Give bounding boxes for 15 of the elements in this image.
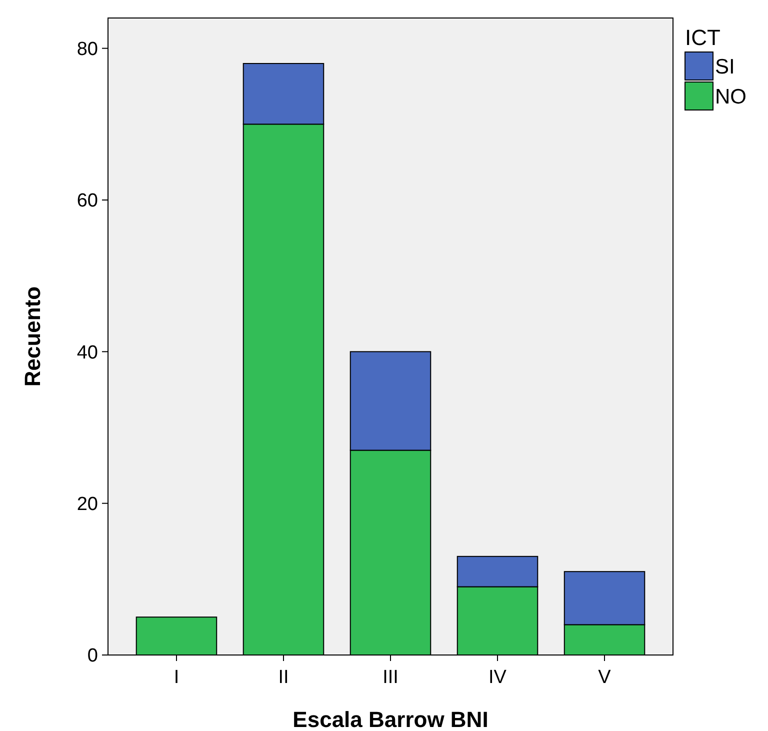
x-tick-label: III [382, 667, 398, 688]
x-tick-label: II [278, 667, 289, 688]
y-tick-label: 20 [76, 494, 98, 515]
x-axis-title: Escala Barrow BNI [292, 707, 488, 731]
y-tick-label: 60 [76, 190, 98, 212]
y-tick-label: 40 [76, 342, 98, 364]
x-tick-label: I [174, 667, 180, 688]
legend-title: ICT [685, 25, 720, 50]
y-tick-label: 0 [87, 646, 98, 667]
legend-label: NO [715, 85, 746, 108]
y-tick-label: 80 [76, 38, 98, 60]
x-tick-label: IV [488, 667, 507, 688]
legend-label: SI [715, 55, 735, 78]
x-tick-label: V [598, 667, 612, 688]
y-axis-title: Recuento [20, 286, 45, 387]
